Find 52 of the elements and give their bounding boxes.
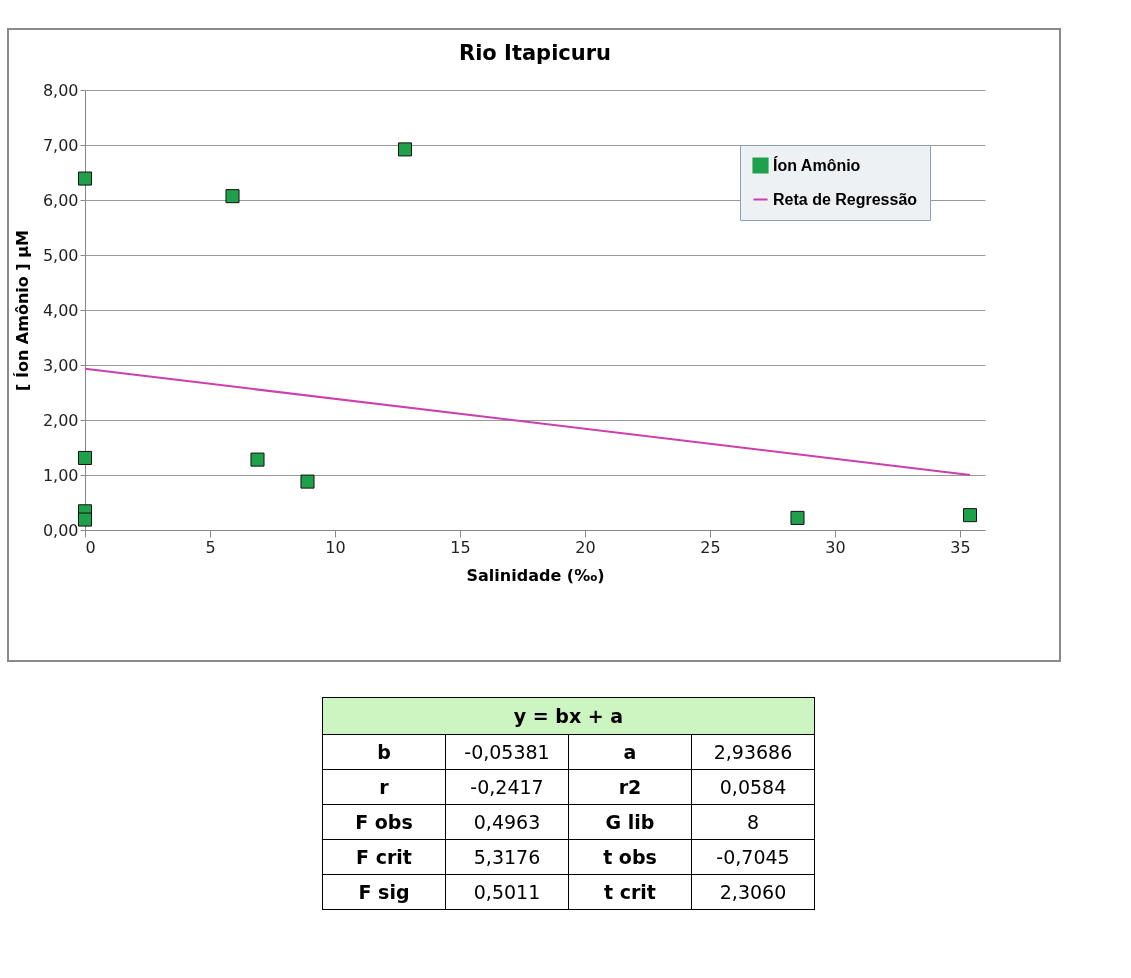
point <box>77 512 93 527</box>
text: F sig <box>322 874 446 910</box>
legend-label: Íon Amônio <box>773 155 861 174</box>
text: t obs <box>568 839 692 875</box>
text: r2 <box>568 769 692 805</box>
point <box>225 189 240 204</box>
text: 0,5011 <box>445 874 569 910</box>
y-tick-label: 3,00 <box>42 355 79 375</box>
text: -0,2417 <box>445 769 569 805</box>
point <box>300 474 315 489</box>
y-tick-label: 1,00 <box>42 465 79 485</box>
y-tick-label: 2,00 <box>42 410 79 430</box>
x-tick-label: 35 <box>950 537 971 557</box>
text: -0,05381 <box>445 734 569 770</box>
legend-label: Reta de Regressão <box>773 190 918 208</box>
point <box>77 171 93 186</box>
x-axis-title: Salinidade (‰) <box>466 565 605 585</box>
point <box>962 508 978 523</box>
x-tick-label: 20 <box>575 537 596 557</box>
text: t crit <box>568 874 692 910</box>
point <box>397 142 413 157</box>
x-tick-label: 15 <box>450 537 471 557</box>
y-tick-label: 0,00 <box>42 520 79 540</box>
text: b <box>322 734 446 770</box>
text: r <box>322 769 446 805</box>
text: y = bx + a <box>322 697 815 735</box>
point <box>77 450 93 465</box>
chart-title: Rio Itapicuru <box>458 41 612 65</box>
text: F obs <box>322 804 446 840</box>
x-tick-label: 25 <box>700 537 721 557</box>
y-tick-label: 6,00 <box>42 190 79 210</box>
text: 0,4963 <box>445 804 569 840</box>
point <box>790 510 805 525</box>
x-tick-label: 30 <box>825 537 846 557</box>
text: 2,93686 <box>691 734 815 770</box>
text: 0,0584 <box>691 769 815 805</box>
y-tick-label: 7,00 <box>42 135 79 155</box>
y-tick-label: 4,00 <box>42 300 79 320</box>
text: 2,3060 <box>691 874 815 910</box>
x-tick-label: 0 <box>85 537 96 557</box>
text: a <box>568 734 692 770</box>
y-tick-label: 5,00 <box>42 245 79 265</box>
x-tick-label: 5 <box>205 537 216 557</box>
y-tick-label: 8,00 <box>42 80 79 100</box>
text: G lib <box>568 804 692 840</box>
point <box>250 452 265 467</box>
text: 5,3176 <box>445 839 569 875</box>
text: 8 <box>691 804 815 840</box>
text: -0,7045 <box>691 839 815 875</box>
text: F crit <box>322 839 446 875</box>
y-axis-title: [ Íon Amônio ] µM <box>12 230 32 391</box>
x-tick-label: 10 <box>325 537 346 557</box>
